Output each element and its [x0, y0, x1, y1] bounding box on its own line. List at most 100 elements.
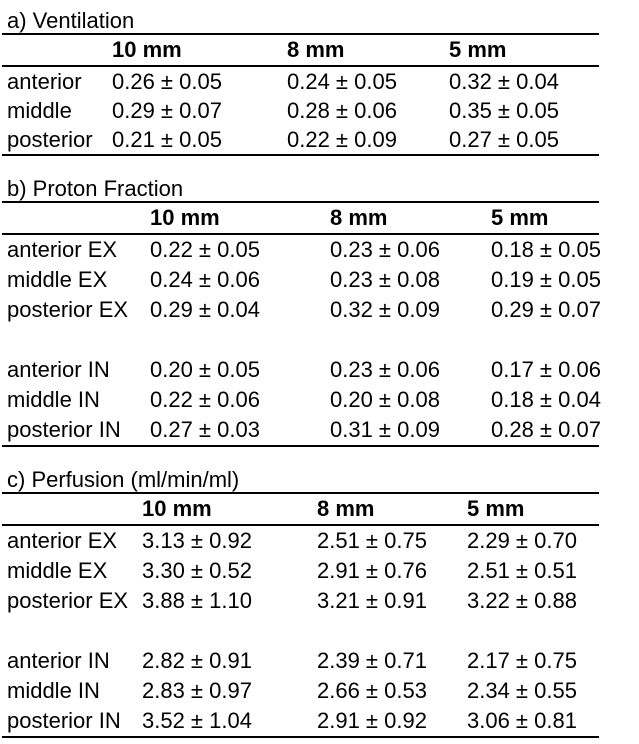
table-row: anterior IN 0.20 ± 0.05 0.23 ± 0.06 0.17… [2, 355, 601, 385]
cell-value: 2.91 ± 0.76 [317, 558, 427, 583]
cell-value: 3.88 ± 1.10 [142, 588, 252, 613]
cell-value: 2.17 ± 0.75 [467, 648, 577, 673]
data-table-perfusion: 10 mm 8 mm 5 mm anterior EX 3.13 ± 0.92 … [2, 492, 599, 738]
cell-value: 0.29 ± 0.07 [112, 97, 222, 123]
cell-value: 0.20 ± 0.05 [150, 357, 260, 382]
cell-value: 0.27 ± 0.03 [150, 417, 260, 442]
row-label: middle EX [7, 558, 108, 583]
cell-value: 3.21 ± 0.91 [317, 588, 427, 613]
table-row: middle EX 0.24 ± 0.06 0.23 ± 0.08 0.19 ±… [2, 265, 601, 295]
cell-value: 0.23 ± 0.06 [330, 237, 440, 262]
cell-value: 0.22 ± 0.09 [287, 126, 397, 152]
cell-value: 2.83 ± 0.97 [142, 678, 252, 703]
row-label: posterior IN [7, 417, 121, 442]
cell-value: 0.31 ± 0.09 [330, 417, 440, 442]
cell-value: 0.22 ± 0.05 [150, 237, 260, 262]
column-header: 8 mm [317, 496, 375, 521]
cell-value: 3.06 ± 0.81 [467, 708, 577, 733]
table-row: posterior IN 0.27 ± 0.03 0.31 ± 0.09 0.2… [2, 415, 601, 446]
row-label: anterior [7, 68, 82, 94]
cell-value: 0.32 ± 0.09 [330, 297, 440, 322]
cell-value: 0.23 ± 0.06 [330, 357, 440, 382]
row-label: posterior [7, 126, 93, 152]
corner-cell [2, 493, 142, 525]
section-ventilation: a) Ventilation 10 mm 8 mm 5 mm anterior … [2, 8, 639, 156]
row-label: anterior EX [7, 528, 118, 553]
row-label: middle EX [7, 267, 108, 292]
row-label: anterior EX [7, 237, 118, 262]
cell-value: 2.91 ± 0.92 [317, 708, 427, 733]
column-header: 5 mm [467, 496, 525, 521]
table-row: anterior 0.26 ± 0.05 0.24 ± 0.05 0.32 ± … [2, 66, 599, 96]
row-label: anterior IN [7, 648, 110, 673]
row-label: middle IN [7, 387, 100, 412]
cell-value: 0.22 ± 0.06 [150, 387, 260, 412]
data-table-proton-fraction: 10 mm 8 mm 5 mm anterior EX 0.22 ± 0.05 … [2, 201, 601, 447]
cell-value: 0.23 ± 0.08 [330, 267, 440, 292]
cell-value: 0.24 ± 0.06 [150, 267, 260, 292]
cell-value: 0.27 ± 0.05 [449, 126, 559, 152]
cell-value: 0.32 ± 0.04 [449, 68, 559, 94]
cell-value: 0.28 ± 0.06 [287, 97, 397, 123]
cell-value: 0.24 ± 0.05 [287, 68, 397, 94]
column-header: 8 mm [287, 37, 345, 62]
table-row: posterior 0.21 ± 0.05 0.22 ± 0.09 0.27 ±… [2, 125, 599, 155]
cell-value: 2.66 ± 0.53 [317, 678, 427, 703]
cell-value: 0.20 ± 0.08 [330, 387, 440, 412]
cell-value: 2.34 ± 0.55 [467, 678, 577, 703]
column-header: 5 mm [491, 205, 549, 230]
row-label: posterior IN [7, 708, 121, 733]
cell-value: 0.28 ± 0.07 [491, 417, 601, 442]
table-row: posterior IN 3.52 ± 1.04 2.91 ± 0.92 3.0… [2, 706, 599, 737]
section-title: b) Proton Fraction [7, 176, 184, 201]
cell-value: 0.35 ± 0.05 [449, 97, 559, 123]
section-perfusion: c) Perfusion (ml/min/ml) 10 mm 8 mm 5 mm… [2, 467, 639, 738]
cell-value: 0.21 ± 0.05 [112, 126, 222, 152]
row-label: middle [7, 97, 72, 123]
cell-value: 2.51 ± 0.75 [317, 528, 427, 553]
cell-value: 3.52 ± 1.04 [142, 708, 252, 733]
table-row: anterior EX 3.13 ± 0.92 2.51 ± 0.75 2.29… [2, 525, 599, 556]
data-table-ventilation: 10 mm 8 mm 5 mm anterior 0.26 ± 0.05 0.2… [2, 33, 599, 156]
column-header: 5 mm [449, 37, 507, 62]
cell-value: 0.19 ± 0.05 [491, 267, 601, 292]
header-row: 10 mm 8 mm 5 mm [2, 202, 599, 234]
cell-value: 3.22 ± 0.88 [467, 588, 577, 613]
spacer-row [2, 325, 599, 355]
cell-value: 0.18 ± 0.04 [491, 387, 601, 412]
corner-cell [2, 34, 112, 66]
table-row: posterior EX 3.88 ± 1.10 3.21 ± 0.91 3.2… [2, 586, 599, 616]
cell-value: 0.26 ± 0.05 [112, 68, 222, 94]
table-row: posterior EX 0.29 ± 0.04 0.32 ± 0.09 0.2… [2, 295, 601, 325]
table-row: middle IN 2.83 ± 0.97 2.66 ± 0.53 2.34 ±… [2, 676, 599, 706]
cell-value: 2.82 ± 0.91 [142, 648, 252, 673]
cell-value: 0.17 ± 0.06 [491, 357, 601, 382]
cell-value: 2.39 ± 0.71 [317, 648, 427, 673]
spacer-row [2, 616, 599, 646]
row-label: posterior EX [7, 588, 129, 613]
column-header: 8 mm [330, 205, 388, 230]
row-label: anterior IN [7, 357, 110, 382]
cell-value: 0.18 ± 0.05 [491, 237, 601, 262]
table-row: middle 0.29 ± 0.07 0.28 ± 0.06 0.35 ± 0.… [2, 96, 599, 125]
section-title: a) Ventilation [7, 8, 135, 33]
section-title: c) Perfusion (ml/min/ml) [7, 467, 240, 492]
row-label: middle IN [7, 678, 100, 703]
column-header: 10 mm [150, 205, 220, 230]
table-row: anterior IN 2.82 ± 0.91 2.39 ± 0.71 2.17… [2, 646, 599, 676]
table-row: middle IN 0.22 ± 0.06 0.20 ± 0.08 0.18 ±… [2, 385, 601, 415]
cell-value: 3.13 ± 0.92 [142, 528, 252, 553]
cell-value: 0.29 ± 0.04 [150, 297, 260, 322]
cell-value: 2.29 ± 0.70 [467, 528, 577, 553]
section-proton-fraction: b) Proton Fraction 10 mm 8 mm 5 mm anter… [2, 176, 639, 447]
cell-value: 0.29 ± 0.07 [491, 297, 601, 322]
column-header: 10 mm [142, 496, 212, 521]
header-row: 10 mm 8 mm 5 mm [2, 34, 599, 66]
table-row: anterior EX 0.22 ± 0.05 0.23 ± 0.06 0.18… [2, 234, 601, 265]
table-row: middle EX 3.30 ± 0.52 2.91 ± 0.76 2.51 ±… [2, 556, 599, 586]
row-label: posterior EX [7, 297, 129, 322]
cell-value: 3.30 ± 0.52 [142, 558, 252, 583]
header-row: 10 mm 8 mm 5 mm [2, 493, 599, 525]
corner-cell [2, 202, 150, 234]
